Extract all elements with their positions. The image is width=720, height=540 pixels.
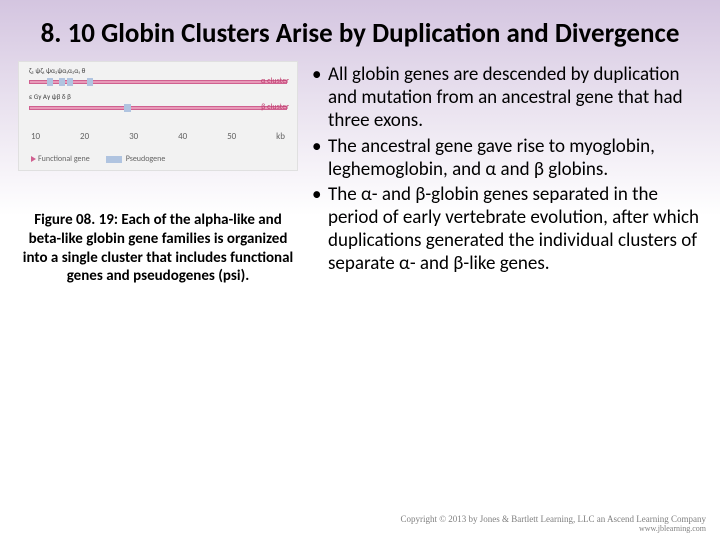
arrow-icon <box>31 156 36 162</box>
alpha-gene-labels: ζ₂ ψζ₁ ψα₂ψα₁α₂α₁ θ <box>29 66 287 75</box>
slide-title: 8. 10 Globin Clusters Arise by Duplicati… <box>0 0 720 53</box>
bullet-list: All globin genes are descended by duplic… <box>308 63 702 276</box>
alpha-cluster-row: ζ₂ ψζ₁ ψα₂ψα₁α₂α₁ θ α cluster <box>29 76 287 88</box>
right-column: All globin genes are descended by duplic… <box>308 61 702 286</box>
bullet-item: The ancestral gene gave rise to myoglobi… <box>308 135 702 181</box>
scale-tick: 40 <box>178 131 187 142</box>
beta-gene-labels: ε Gγ Aγ ψβ δ β <box>29 92 287 101</box>
bullet-item: All globin genes are descended by duplic… <box>308 63 702 133</box>
website-url: www.jblearning.com <box>400 524 706 534</box>
pseudo-gene <box>67 78 73 86</box>
beta-cluster-row: ε Gγ Aγ ψβ δ β β cluster <box>29 102 287 114</box>
diagram-legend: Functional gene Pseudogene <box>31 154 285 164</box>
pseudo-gene <box>124 104 131 112</box>
content-area: ζ₂ ψζ₁ ψα₂ψα₁α₂α₁ θ α cluster ε Gγ Aγ ψβ… <box>0 53 720 286</box>
beta-bar <box>29 106 287 110</box>
pseudo-gene <box>87 78 93 86</box>
beta-cluster-label: β cluster <box>261 102 289 112</box>
bullet-item: The α- and β-globin genes separated in t… <box>308 183 702 276</box>
scale-unit: kb <box>276 131 285 142</box>
scale-row: 10 20 30 40 50 kb <box>31 131 285 142</box>
globin-cluster-diagram: ζ₂ ψζ₁ ψα₂ψα₁α₂α₁ θ α cluster ε Gγ Aγ ψβ… <box>18 61 298 171</box>
left-column: ζ₂ ψζ₁ ψα₂ψα₁α₂α₁ θ α cluster ε Gγ Aγ ψβ… <box>18 61 298 286</box>
scale-tick: 30 <box>129 131 138 142</box>
alpha-cluster-label: α cluster <box>261 76 289 86</box>
pseudo-gene <box>59 78 65 86</box>
legend-functional: Functional gene <box>31 154 90 164</box>
legend-functional-label: Functional gene <box>38 154 90 164</box>
scale-tick: 10 <box>31 131 40 142</box>
scale-tick: 20 <box>80 131 89 142</box>
copyright-footer: Copyright © 2013 by Jones & Bartlett Lea… <box>400 514 706 534</box>
pseudo-swatch-icon <box>106 156 122 163</box>
scale-tick: 50 <box>227 131 236 142</box>
figure-caption: Figure 08. 19: Each of the alpha-like an… <box>18 211 298 286</box>
legend-pseudo: Pseudogene <box>106 154 166 164</box>
pseudo-gene <box>47 78 53 86</box>
legend-pseudo-label: Pseudogene <box>126 154 166 164</box>
copyright-text: Copyright © 2013 by Jones & Bartlett Lea… <box>400 514 706 525</box>
